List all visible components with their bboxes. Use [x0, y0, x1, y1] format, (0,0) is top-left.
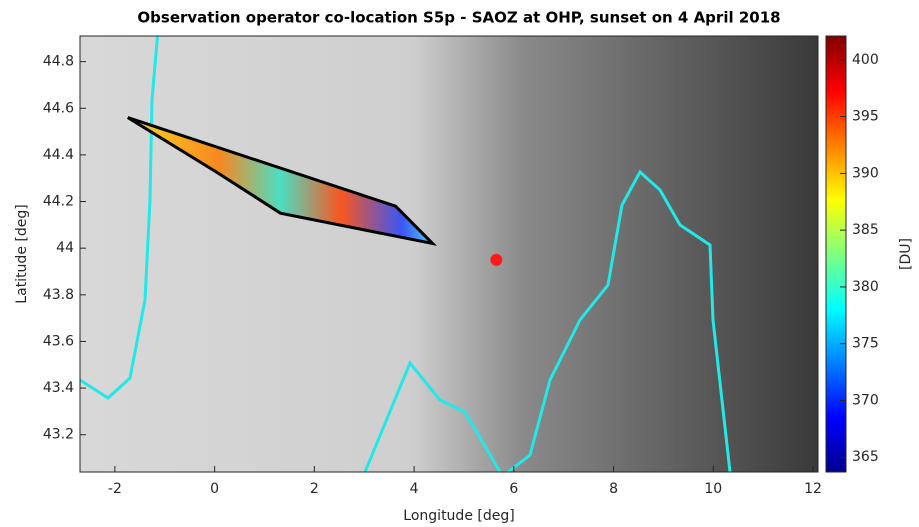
x-tick-label: 8 [609, 481, 618, 497]
y-tick-label: 44.4 [43, 147, 74, 163]
plot-frame [79, 35, 819, 473]
y-tick-label: 44.8 [43, 54, 74, 70]
colorbar-tick-label: 370 [852, 392, 879, 408]
y-tick-label: 44 [56, 240, 74, 256]
station-point [490, 253, 503, 266]
colorbar-tick-label: 375 [852, 336, 879, 352]
x-tick-label: -2 [108, 481, 122, 497]
y-tick-label: 43.2 [43, 427, 74, 443]
y-tick-label: 43.6 [43, 333, 74, 349]
x-tick-label: 2 [310, 481, 319, 497]
x-tick-label: 6 [509, 481, 518, 497]
y-axis-label: Latitude [deg] [14, 204, 30, 303]
colorbar-tick-label: 395 [852, 109, 879, 125]
y-tick-label: 43.4 [43, 380, 74, 396]
x-tick-label: 12 [804, 481, 822, 497]
colorbar-tick-label: 385 [852, 222, 879, 238]
colorbar-tick-label: 380 [852, 279, 879, 295]
x-axis-label: Longitude [deg] [403, 508, 514, 524]
x-tick-label: 0 [210, 481, 219, 497]
colocation-area [127, 116, 438, 246]
colorbar-tick-label: 400 [852, 52, 879, 68]
colorbar-label: [DU] [898, 238, 914, 270]
y-tick-label: 44.6 [43, 100, 74, 116]
x-tick-label: 10 [704, 481, 722, 497]
background-map [80, 36, 818, 472]
y-tick-label: 43.8 [43, 287, 74, 303]
chart-title: Observation operator co-location S5p - S… [137, 9, 780, 27]
colorbar [825, 35, 847, 473]
colorbar-tick-label: 365 [852, 449, 879, 465]
x-tick-label: 4 [410, 481, 419, 497]
colorbar-tick-label: 390 [852, 165, 879, 181]
coastlines [80, 36, 732, 472]
y-tick-label: 44.2 [43, 194, 74, 210]
